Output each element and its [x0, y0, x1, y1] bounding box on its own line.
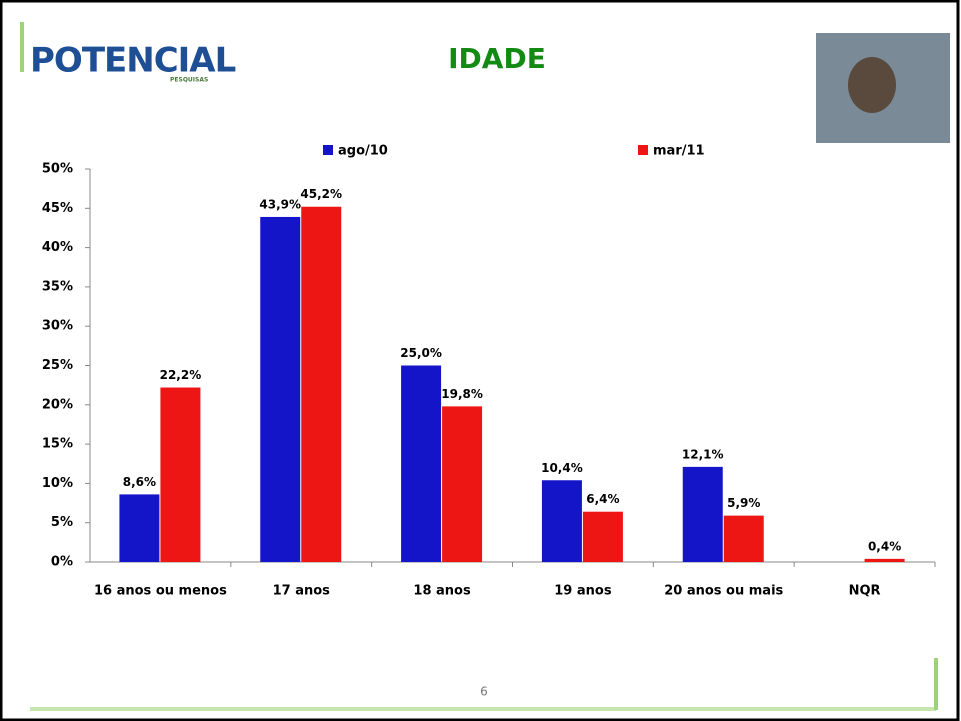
value-label: 10,4% — [541, 461, 583, 475]
y-tick-label: 15% — [42, 437, 73, 452]
bar — [301, 207, 341, 562]
value-label: 43,9% — [259, 197, 301, 211]
legend-label: mar/11 — [653, 144, 705, 159]
legend-swatch — [638, 145, 648, 155]
value-label: 22,2% — [160, 368, 202, 382]
bar — [542, 480, 582, 562]
y-tick-label: 25% — [42, 358, 73, 373]
x-tick-label: 18 anos — [413, 584, 471, 599]
bar — [865, 559, 905, 562]
bar — [119, 494, 159, 562]
value-label: 8,6% — [123, 475, 156, 489]
bar — [160, 388, 200, 562]
y-tick-label: 20% — [42, 397, 73, 412]
x-tick-label: 19 anos — [554, 584, 612, 599]
y-tick-label: 30% — [42, 319, 73, 334]
value-label: 5,9% — [727, 496, 760, 510]
value-label: 12,1% — [682, 447, 724, 461]
legend-swatch — [323, 145, 333, 155]
bar — [401, 366, 441, 563]
slide: POTENCIAL PESQUISAS IDADE 6 0% 5% 10% 15% 20… — [0, 0, 961, 721]
x-tick-label: 20 anos ou mais — [664, 584, 783, 599]
y-tick-label: 40% — [42, 240, 73, 255]
y-tick-label: 35% — [42, 279, 73, 294]
bar — [442, 406, 482, 562]
page: POTENCIAL PESQUISAS IDADE 6 0% 5% 10% 15% 20… — [0, 0, 961, 721]
value-label: 25,0% — [400, 346, 442, 360]
legend-label: ago/10 — [338, 144, 388, 159]
value-label: 19,8% — [441, 387, 483, 401]
bar — [583, 512, 623, 562]
value-label: 45,2% — [300, 187, 342, 201]
x-tick-label: 16 anos ou menos — [94, 584, 227, 599]
slide-border — [1, 1, 958, 720]
x-tick-label: NQR — [849, 584, 881, 599]
photo-figure — [848, 57, 896, 113]
logo-name: POTENCIAL — [30, 41, 236, 81]
value-label: 6,4% — [586, 492, 619, 506]
value-label: 0,4% — [868, 539, 901, 553]
logo-tagline: PESQUISAS — [170, 77, 208, 84]
y-tick-label: 5% — [51, 515, 73, 530]
bar — [260, 217, 300, 562]
x-tick-label: 17 anos — [273, 584, 331, 599]
page-number: 6 — [480, 685, 488, 699]
chart-title: IDADE — [448, 42, 546, 75]
y-tick-label: 10% — [42, 476, 73, 491]
y-tick-label: 50% — [42, 162, 73, 177]
y-tick-label: 0% — [51, 555, 73, 570]
bar — [683, 467, 723, 562]
y-tick-label: 45% — [42, 201, 73, 216]
bar — [724, 516, 764, 562]
